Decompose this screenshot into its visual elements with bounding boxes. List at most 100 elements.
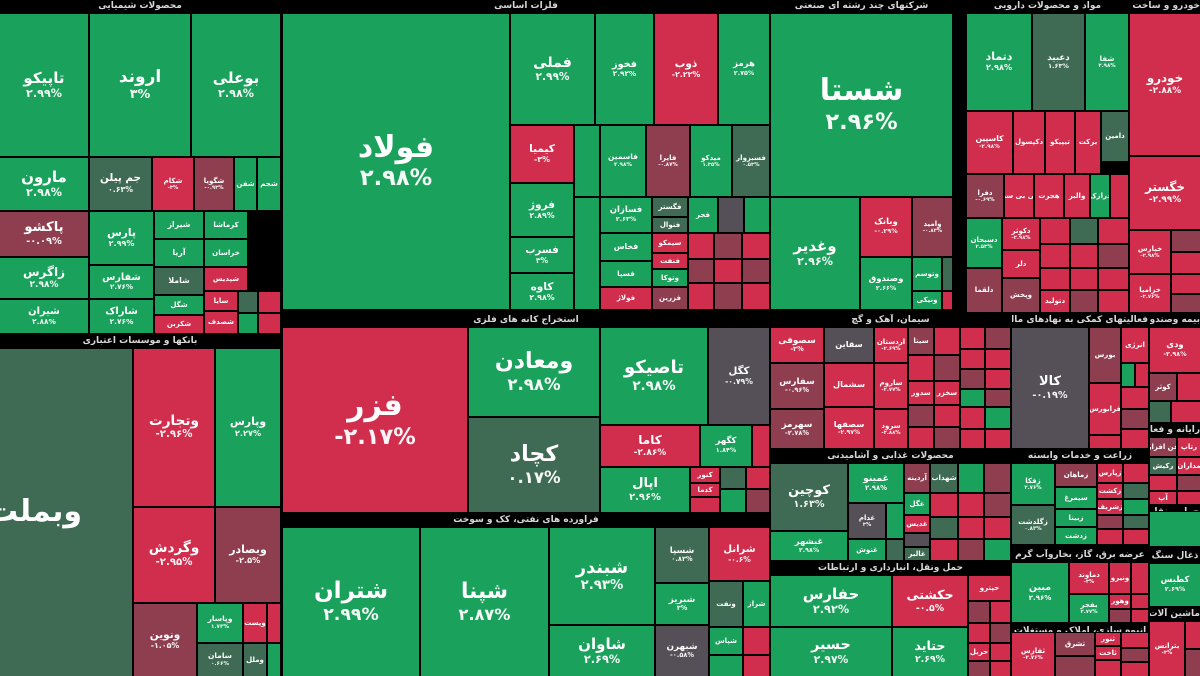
stock-tile[interactable]: شکام -۳% — [152, 157, 194, 211]
stock-tile[interactable]: رتاپ — [1177, 437, 1200, 457]
stock-tile[interactable]: کدما — [690, 483, 720, 497]
stock-tile[interactable] — [904, 533, 930, 547]
stock-tile[interactable]: تیپیکو — [1045, 111, 1075, 174]
stock-tile[interactable] — [742, 283, 770, 310]
stock-tile[interactable]: سیتا — [908, 327, 934, 355]
stock-tile[interactable]: شراز — [743, 581, 770, 627]
stock-tile[interactable] — [942, 291, 953, 310]
stock-tile[interactable]: وتجارت -۲.۹۶% — [133, 348, 215, 507]
stock-tile[interactable] — [984, 517, 1011, 539]
stock-tile[interactable]: هجرت — [1034, 174, 1064, 218]
stock-tile[interactable] — [960, 407, 985, 429]
stock-tile[interactable] — [1123, 483, 1149, 499]
stock-tile[interactable]: وتوسم — [912, 257, 942, 291]
stock-tile[interactable]: جم پیلن ۰.۶۳% — [89, 157, 152, 211]
stock-tile[interactable]: سهرمز -۲.۷۸% — [770, 409, 824, 449]
stock-tile[interactable] — [1131, 594, 1149, 609]
stock-tile[interactable]: مارون ۲.۹۸% — [0, 157, 89, 211]
stock-tile[interactable] — [934, 405, 960, 427]
stock-tile[interactable]: اردستان -۲.۶۹% — [874, 327, 908, 363]
stock-tile[interactable]: ذوب -۲.۲۲% — [654, 13, 718, 125]
stock-tile[interactable]: فروژ ۲.۸۹% — [510, 183, 574, 237]
stock-tile[interactable]: شاملا — [154, 267, 204, 295]
stock-tile[interactable]: بوعلی ۲.۹۸% — [191, 13, 281, 157]
stock-tile[interactable] — [744, 197, 770, 233]
stock-tile[interactable] — [1070, 218, 1098, 244]
stock-tile[interactable]: ونوین -۱.۰۵% — [133, 603, 197, 676]
stock-tile[interactable]: سیمرغ — [1055, 487, 1097, 509]
stock-tile[interactable]: ثاخت — [1095, 646, 1121, 660]
stock-tile[interactable] — [1055, 656, 1095, 676]
stock-tile[interactable]: حپترو — [968, 575, 1011, 601]
stock-tile[interactable]: فسپا — [600, 261, 652, 287]
stock-tile[interactable]: فرابورس — [1089, 383, 1121, 435]
stock-tile[interactable] — [752, 425, 770, 467]
stock-tile[interactable]: زفکا ۲.۷۶% — [1011, 463, 1055, 505]
stock-tile[interactable]: انرژی — [1121, 327, 1149, 363]
stock-tile[interactable] — [714, 259, 742, 283]
stock-tile[interactable] — [886, 503, 904, 539]
stock-tile[interactable]: شستا ۲.۹۶% — [770, 13, 953, 197]
stock-tile[interactable] — [985, 389, 1011, 407]
stock-tile[interactable]: بورس — [1089, 327, 1121, 383]
stock-tile[interactable]: شهداب — [930, 463, 958, 493]
stock-tile[interactable] — [960, 369, 985, 389]
stock-tile[interactable] — [1171, 230, 1200, 252]
stock-tile[interactable] — [1171, 401, 1200, 423]
stock-tile[interactable] — [1149, 511, 1200, 547]
stock-tile[interactable]: شپاس — [709, 627, 743, 655]
stock-tile[interactable] — [1040, 244, 1070, 268]
stock-tile[interactable]: دامین — [1101, 111, 1129, 162]
stock-tile[interactable]: فاسمین ۲.۹۸% — [600, 125, 646, 197]
stock-tile[interactable]: وگردش -۲.۹۵% — [133, 507, 215, 603]
stock-tile[interactable]: شفارس ۲.۷۶% — [89, 265, 154, 299]
stock-tile[interactable]: غالبر — [904, 547, 930, 561]
stock-tile[interactable]: کی بی سی — [1004, 174, 1034, 218]
stock-tile[interactable] — [984, 539, 1011, 561]
stock-tile[interactable]: میدکو ۱.۳۵% — [690, 125, 732, 197]
stock-tile[interactable]: کگهر ۱.۸۴% — [700, 425, 752, 467]
stock-tile[interactable]: وپست — [243, 603, 267, 643]
stock-tile[interactable] — [1135, 363, 1149, 387]
stock-tile[interactable]: زپارس — [1097, 463, 1123, 483]
stock-tile[interactable]: اروند ۳% — [89, 13, 191, 157]
stock-tile[interactable]: شرانل -۰.۶% — [709, 527, 770, 581]
stock-tile[interactable] — [1070, 244, 1098, 268]
stock-tile[interactable]: خپارس -۲.۹۸% — [1129, 230, 1171, 274]
stock-tile[interactable]: سرود -۲.۸۸% — [874, 409, 908, 449]
stock-tile[interactable] — [1098, 244, 1129, 268]
stock-tile[interactable]: زشریف — [1097, 499, 1123, 515]
stock-tile[interactable] — [1070, 290, 1098, 313]
stock-tile[interactable]: ودی -۲.۹۸% — [1149, 327, 1200, 373]
stock-tile[interactable]: سخزر — [934, 381, 960, 405]
stock-tile[interactable]: وبصادر -۲.۵% — [215, 507, 281, 603]
stock-tile[interactable]: حریل — [968, 643, 990, 661]
stock-tile[interactable] — [968, 601, 990, 623]
stock-tile[interactable] — [1123, 499, 1149, 515]
stock-tile[interactable]: تاصیکو ۲.۹۸% — [600, 327, 708, 425]
stock-tile[interactable]: بفجر ۲.۷۷% — [1069, 594, 1109, 623]
stock-tile[interactable] — [742, 259, 770, 283]
stock-tile[interactable] — [934, 355, 960, 381]
stock-tile[interactable]: آردینه — [904, 463, 930, 493]
stock-tile[interactable]: وپارس ۲.۲۷% — [215, 348, 281, 507]
stock-tile[interactable] — [960, 349, 985, 369]
stock-tile[interactable] — [1171, 252, 1200, 274]
stock-tile[interactable]: پارس ۲.۹۹% — [89, 211, 154, 265]
stock-tile[interactable]: بترانس -۳% — [1149, 621, 1185, 676]
stock-tile[interactable]: آریا — [154, 239, 204, 267]
stock-tile[interactable]: غبشهر ۲.۹۸% — [770, 531, 848, 561]
stock-tile[interactable]: سصفها -۲.۹۷% — [824, 407, 874, 449]
stock-tile[interactable] — [742, 233, 770, 259]
stock-tile[interactable]: فایرا -۰.۸۷% — [646, 125, 690, 197]
stock-tile[interactable] — [720, 489, 746, 513]
stock-tile[interactable]: کرماشا — [204, 211, 248, 239]
stock-tile[interactable] — [934, 427, 960, 449]
stock-tile[interactable]: ساروم -۲.۷۷% — [874, 363, 908, 409]
stock-tile[interactable]: غمینو ۲.۹۸% — [848, 463, 904, 503]
stock-tile[interactable] — [1177, 491, 1200, 505]
stock-tile[interactable] — [1121, 632, 1149, 648]
stock-tile[interactable]: ثنور — [1095, 632, 1121, 646]
stock-tile[interactable] — [238, 291, 258, 313]
stock-tile[interactable] — [1171, 294, 1200, 313]
